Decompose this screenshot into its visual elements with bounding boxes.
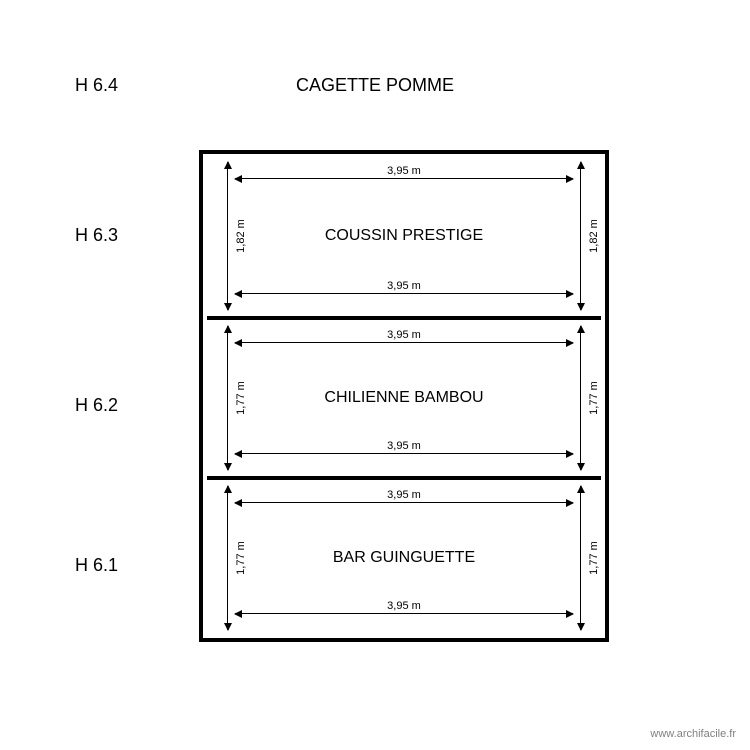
row-label-h63: H 6.3 [75,225,118,246]
dim-height-right-label: 1,77 m [588,380,600,418]
dim-height-right: 1,82 m [580,162,581,310]
dim-height-left: 1,77 m [227,486,228,630]
room-coussin-prestige: 3,95 m 3,95 m 1,82 m 1,82 m COUSSIN PRES… [207,156,601,320]
dim-height-right-label: 1,77 m [588,539,600,577]
dim-height-left-label: 1,82 m [235,217,247,255]
dim-height-right-label: 1,82 m [588,217,600,255]
room-name-middle: CHILIENNE BAMBOU [324,389,483,407]
dim-height-left: 1,77 m [227,326,228,470]
dim-height-left-label: 1,77 m [235,380,247,418]
row-label-h62: H 6.2 [75,395,118,416]
plan-inner: 3,95 m 3,95 m 1,82 m 1,82 m COUSSIN PRES… [207,156,601,636]
dim-height-left: 1,82 m [227,162,228,310]
room-chilienne-bambou: 3,95 m 3,95 m 1,77 m 1,77 m CHILIENNE BA… [207,320,601,480]
dim-width-bottom: 3,95 m [235,293,573,294]
room-name-bottom: BAR GUINGUETTE [333,549,475,567]
dim-height-right: 1,77 m [580,326,581,470]
dim-width-bottom-label: 3,95 m [385,280,423,292]
dim-width-top-label: 3,95 m [385,165,423,177]
dim-height-left-label: 1,77 m [235,539,247,577]
plan-outline: 3,95 m 3,95 m 1,82 m 1,82 m COUSSIN PRES… [199,150,609,642]
dim-width-bottom-label: 3,95 m [385,600,423,612]
room-bar-guinguette: 3,95 m 3,95 m 1,77 m 1,77 m BAR GUINGUET… [207,480,601,636]
row-label-h64: H 6.4 [75,75,118,96]
row-label-h61: H 6.1 [75,555,118,576]
watermark-text: www.archifacile.fr [650,728,736,740]
dim-width-top: 3,95 m [235,342,573,343]
dim-width-top: 3,95 m [235,502,573,503]
dim-width-bottom-label: 3,95 m [385,440,423,452]
dim-width-top: 3,95 m [235,178,573,179]
dim-height-right: 1,77 m [580,486,581,630]
dim-width-top-label: 3,95 m [385,489,423,501]
dim-width-bottom: 3,95 m [235,613,573,614]
floorplan-canvas: CAGETTE POMME H 6.4 H 6.3 H 6.2 H 6.1 3,… [0,0,750,750]
dim-width-bottom: 3,95 m [235,453,573,454]
room-name-top: COUSSIN PRESTIGE [325,227,483,245]
dim-width-top-label: 3,95 m [385,329,423,341]
